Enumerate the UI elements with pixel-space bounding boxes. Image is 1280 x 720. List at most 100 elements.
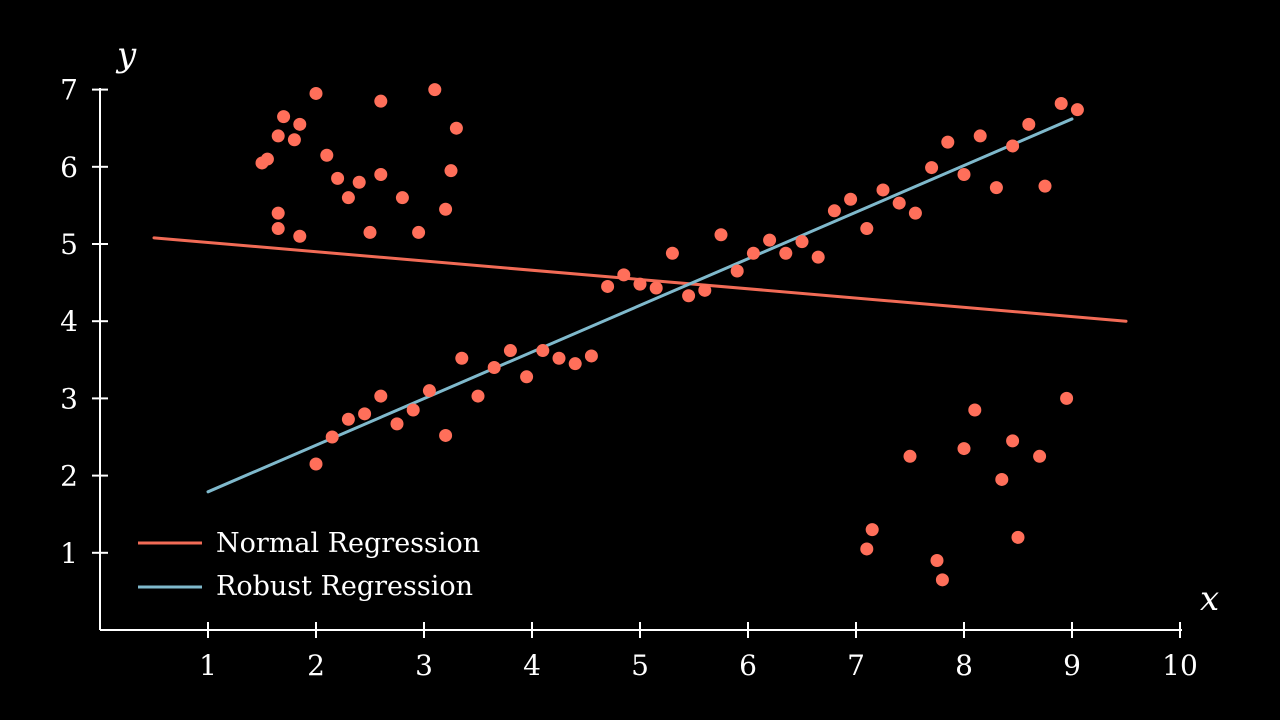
data-point xyxy=(746,246,760,260)
data-point xyxy=(995,472,1009,486)
data-point xyxy=(1038,179,1052,193)
y-tick-label: 1 xyxy=(60,537,78,570)
y-tick-label: 3 xyxy=(60,382,78,415)
data-point xyxy=(444,164,458,178)
data-point xyxy=(1054,96,1068,110)
data-point xyxy=(293,117,307,131)
data-point xyxy=(779,246,793,260)
data-point xyxy=(341,191,355,205)
y-tick-label: 2 xyxy=(60,460,78,493)
x-tick-label: 4 xyxy=(523,649,541,682)
data-point xyxy=(422,384,436,398)
data-point xyxy=(698,283,712,297)
data-point xyxy=(1006,434,1020,448)
x-tick-label: 9 xyxy=(1063,649,1081,682)
data-point xyxy=(908,206,922,220)
data-point xyxy=(730,264,744,278)
data-point xyxy=(471,389,485,403)
data-point xyxy=(271,129,285,143)
data-point xyxy=(439,202,453,216)
data-point xyxy=(552,351,566,365)
data-point xyxy=(309,86,323,100)
data-point xyxy=(277,110,291,124)
data-point xyxy=(935,573,949,587)
data-point xyxy=(714,228,728,242)
data-point xyxy=(536,344,550,358)
data-point xyxy=(973,129,987,143)
data-point xyxy=(941,135,955,149)
data-point xyxy=(930,554,944,568)
data-point xyxy=(860,542,874,556)
data-point xyxy=(325,430,339,444)
x-tick-label: 7 xyxy=(847,649,865,682)
data-point xyxy=(1033,449,1047,463)
x-tick-label: 2 xyxy=(307,649,325,682)
data-point xyxy=(271,222,285,236)
legend: Normal Regression Robust Regression xyxy=(138,528,480,602)
data-point xyxy=(1070,103,1084,117)
y-axis-label: y xyxy=(115,35,137,75)
data-point xyxy=(682,289,696,303)
y-tick-label: 6 xyxy=(60,151,78,184)
data-point xyxy=(341,412,355,426)
data-point xyxy=(811,250,825,264)
data-point xyxy=(395,191,409,205)
data-point xyxy=(309,457,323,471)
data-point xyxy=(633,277,647,291)
y-tick-label: 7 xyxy=(60,74,78,107)
regression-lines xyxy=(152,117,1128,494)
data-point xyxy=(876,183,890,197)
data-point xyxy=(406,403,420,417)
x-tick-label: 6 xyxy=(739,649,757,682)
y-tick-label: 5 xyxy=(60,228,78,261)
legend-label-robust: Robust Regression xyxy=(216,571,473,602)
data-point xyxy=(439,428,453,442)
x-tick-label: 5 xyxy=(631,649,649,682)
x-tick-label: 8 xyxy=(955,649,973,682)
data-point xyxy=(957,442,971,456)
data-point xyxy=(358,407,372,421)
data-point xyxy=(331,171,345,185)
robust-regression-line xyxy=(206,117,1074,494)
data-point xyxy=(293,229,307,243)
data-point xyxy=(455,351,469,365)
data-point xyxy=(665,246,679,260)
data-point xyxy=(568,357,582,371)
data-point xyxy=(352,175,366,189)
legend-label-normal: Normal Regression xyxy=(216,528,480,559)
data-point xyxy=(601,279,615,293)
data-point xyxy=(844,192,858,206)
data-point xyxy=(968,403,982,417)
data-point xyxy=(1011,530,1025,544)
data-points xyxy=(255,83,1084,587)
data-point xyxy=(363,225,377,239)
data-point xyxy=(925,161,939,175)
data-point xyxy=(865,523,879,537)
x-axis-label: x xyxy=(1200,579,1219,619)
data-point xyxy=(320,148,334,162)
data-point xyxy=(449,121,463,135)
data-point xyxy=(860,222,874,236)
data-point xyxy=(520,370,534,384)
data-point xyxy=(957,168,971,182)
data-point xyxy=(260,152,274,166)
data-point xyxy=(374,94,388,108)
data-point xyxy=(287,133,301,147)
data-point xyxy=(374,389,388,403)
data-point xyxy=(989,181,1003,195)
x-tick-label: 10 xyxy=(1162,649,1198,682)
data-point xyxy=(390,417,404,431)
x-tick-label: 3 xyxy=(415,649,433,682)
data-point xyxy=(428,83,442,97)
data-point xyxy=(617,268,631,282)
data-point xyxy=(1022,117,1036,131)
data-point xyxy=(1060,391,1074,405)
data-point xyxy=(795,235,809,249)
ticks: 1 2 3 4 5 6 7 8 9 10 1 2 3 4 5 6 7 xyxy=(60,74,1198,682)
data-point xyxy=(892,196,906,210)
data-point xyxy=(374,168,388,182)
data-point xyxy=(487,361,501,375)
data-point xyxy=(827,204,841,218)
data-point xyxy=(649,281,663,295)
